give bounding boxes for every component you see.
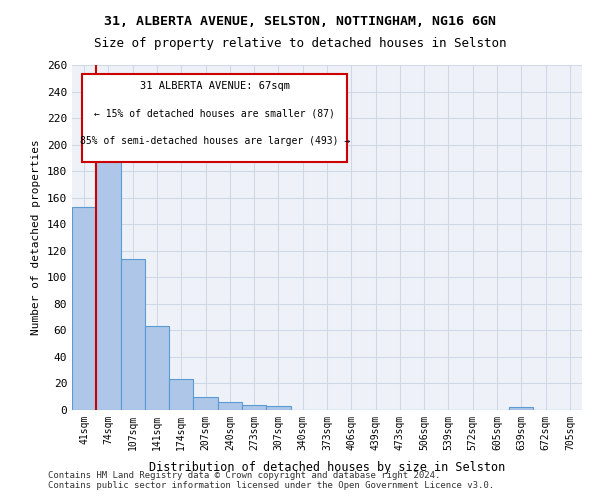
Bar [242, 404, 266, 410]
Bar [193, 396, 218, 410]
FancyBboxPatch shape [82, 74, 347, 162]
Bar [218, 402, 242, 410]
Text: 85% of semi-detached houses are larger (493) →: 85% of semi-detached houses are larger (… [80, 136, 350, 145]
Bar [72, 207, 96, 410]
Text: ← 15% of detached houses are smaller (87): ← 15% of detached houses are smaller (87… [94, 108, 335, 118]
Text: 31 ALBERTA AVENUE: 67sqm: 31 ALBERTA AVENUE: 67sqm [140, 80, 290, 90]
Bar [169, 380, 193, 410]
Bar [145, 326, 169, 410]
Bar [509, 408, 533, 410]
Text: 31, ALBERTA AVENUE, SELSTON, NOTTINGHAM, NG16 6GN: 31, ALBERTA AVENUE, SELSTON, NOTTINGHAM,… [104, 15, 496, 28]
Y-axis label: Number of detached properties: Number of detached properties [31, 140, 41, 336]
Bar [266, 406, 290, 410]
X-axis label: Distribution of detached houses by size in Selston: Distribution of detached houses by size … [149, 461, 505, 474]
Bar [96, 136, 121, 410]
Text: Contains HM Land Registry data © Crown copyright and database right 2024.
Contai: Contains HM Land Registry data © Crown c… [48, 470, 494, 490]
Bar [121, 258, 145, 410]
Text: Size of property relative to detached houses in Selston: Size of property relative to detached ho… [94, 38, 506, 51]
